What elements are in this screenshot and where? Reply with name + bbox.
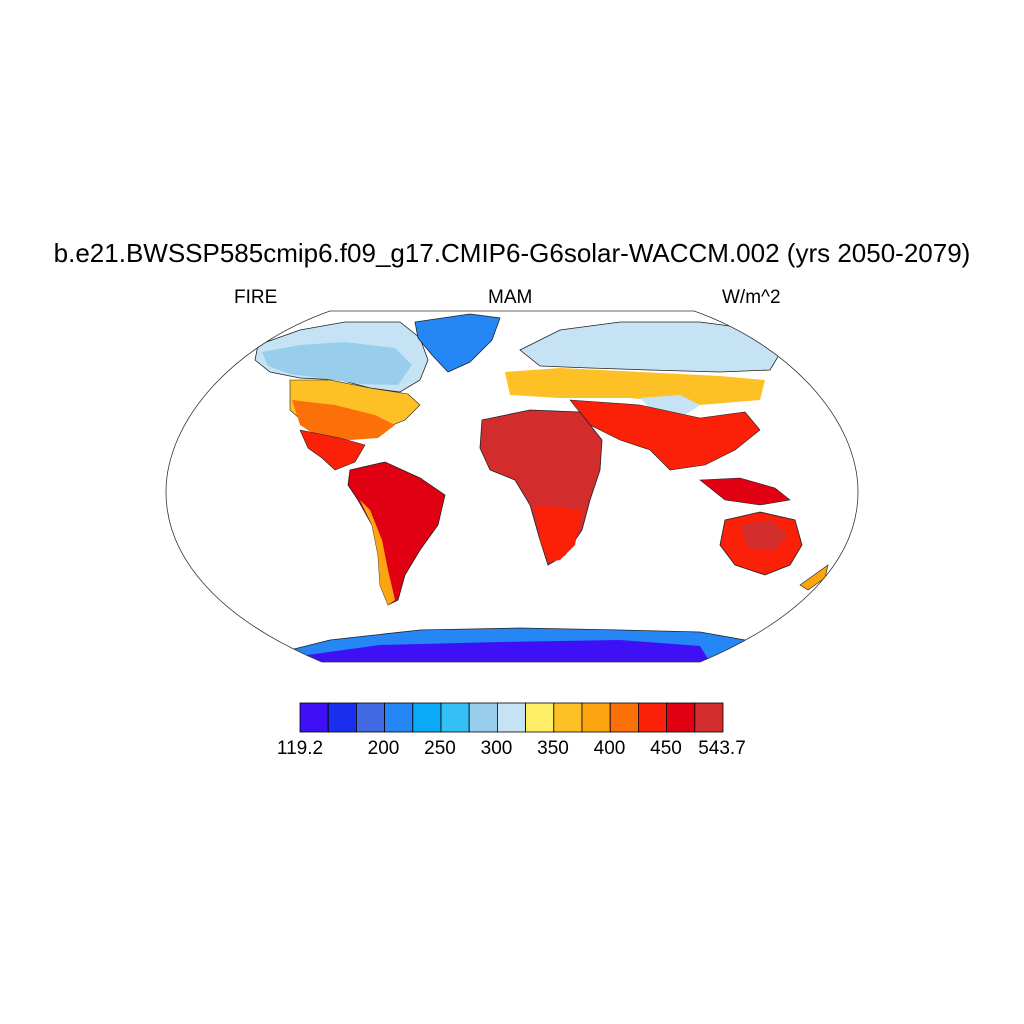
colorbar-swatch bbox=[553, 702, 583, 733]
south-america-andes bbox=[360, 500, 395, 605]
colorbar-tick-label: 450 bbox=[650, 738, 682, 759]
colorbar-swatch bbox=[609, 702, 639, 733]
colorbar-swatch bbox=[412, 702, 442, 733]
central-america bbox=[299, 429, 366, 471]
colorbar-tick-label: 200 bbox=[367, 738, 400, 759]
colorbar-swatch bbox=[440, 702, 470, 733]
colorbar-tick-label: 350 bbox=[537, 738, 569, 759]
south-america bbox=[347, 461, 446, 606]
colorbar-swatch bbox=[355, 702, 385, 733]
colorbar-swatch bbox=[299, 702, 329, 733]
colorbar-tick-label: 250 bbox=[424, 738, 456, 759]
units-string: W/m^2 bbox=[722, 287, 781, 308]
colorbar-swatch bbox=[327, 702, 357, 733]
colorbar-swatch bbox=[496, 702, 526, 733]
colorbar-swatch bbox=[638, 702, 668, 733]
colorbar-swatch bbox=[666, 702, 696, 733]
greenland bbox=[414, 313, 501, 373]
africa-south bbox=[535, 505, 582, 562]
colorbar-swatch bbox=[384, 702, 414, 733]
eurasia-north bbox=[519, 321, 783, 373]
australia-interior bbox=[740, 520, 788, 550]
colorbar-tick-label: 543.7 bbox=[698, 738, 746, 759]
center-string: MAM bbox=[488, 287, 533, 308]
north-america-boreal bbox=[262, 342, 412, 385]
colorbar-swatch bbox=[525, 702, 555, 733]
colorbar-tick-label: 119.2 bbox=[276, 738, 324, 759]
colorbar-tick-label: 400 bbox=[593, 738, 626, 759]
colorbar-swatch bbox=[581, 702, 611, 733]
antarctica-interior bbox=[300, 640, 710, 662]
colorbar-swatch bbox=[694, 702, 724, 733]
map-border bbox=[165, 310, 859, 663]
indonesia bbox=[699, 477, 791, 506]
colorbar-tick-label: 300 bbox=[480, 738, 513, 759]
eurasia-mid bbox=[505, 368, 765, 405]
colorbar-swatch bbox=[468, 702, 498, 733]
map-fill bbox=[254, 313, 829, 662]
north-america-south bbox=[292, 400, 395, 440]
eurasia-south bbox=[569, 399, 761, 471]
left-string: FIRE bbox=[234, 287, 278, 308]
plot-title: b.e21.BWSSP585cmip6.f09_g17.CMIP6-G6sola… bbox=[53, 238, 971, 268]
